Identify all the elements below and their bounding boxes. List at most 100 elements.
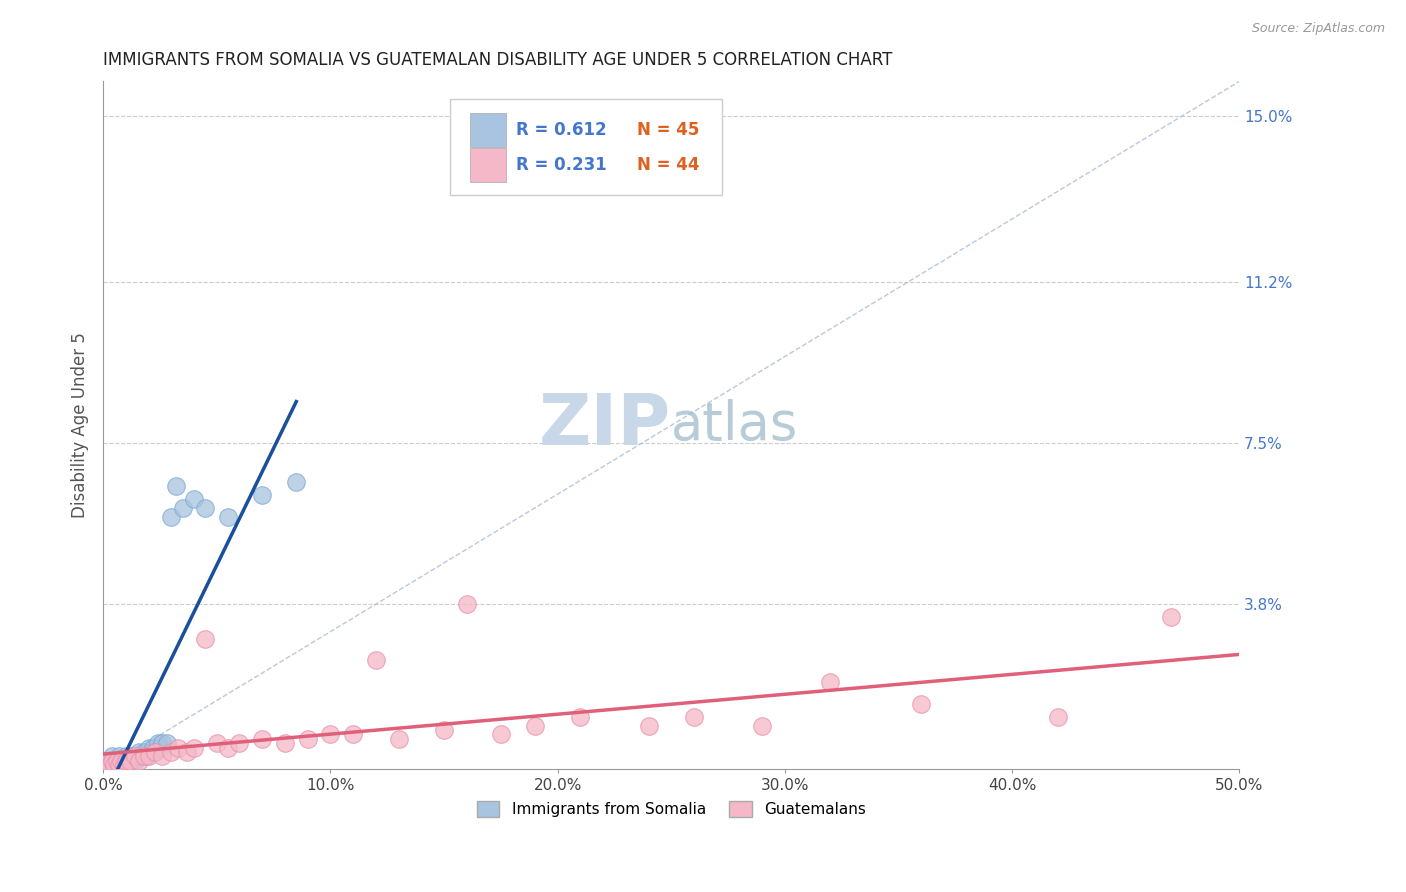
Point: [194, 632, 217, 646]
Point: [105, 754, 128, 768]
Point: [217, 509, 239, 524]
Point: [98, 754, 121, 768]
Point: [115, 754, 138, 768]
Point: [250, 488, 273, 502]
Point: [342, 727, 364, 741]
Point: [250, 731, 273, 746]
Point: [167, 740, 190, 755]
Point: [94, 762, 117, 776]
Point: [160, 509, 183, 524]
Point: [433, 723, 456, 738]
Point: [108, 758, 131, 772]
Point: [145, 745, 167, 759]
Point: [135, 749, 157, 764]
Point: [217, 740, 239, 755]
Y-axis label: Disability Age Under 5: Disability Age Under 5: [72, 333, 89, 518]
Point: [132, 749, 155, 764]
Point: [112, 754, 135, 768]
Point: [103, 754, 125, 768]
Point: [98, 758, 121, 772]
Point: [97, 754, 120, 768]
Point: [637, 719, 659, 733]
Point: [1160, 610, 1182, 624]
FancyBboxPatch shape: [470, 148, 506, 182]
Point: [103, 758, 125, 772]
Point: [194, 501, 217, 516]
Point: [97, 754, 120, 768]
Point: [94, 758, 117, 772]
Point: [150, 736, 173, 750]
Point: [156, 736, 179, 750]
Point: [101, 749, 124, 764]
Point: [319, 727, 342, 741]
Point: [910, 697, 932, 711]
Point: [105, 754, 128, 768]
Point: [108, 749, 131, 764]
Point: [523, 719, 546, 733]
Point: [139, 745, 162, 759]
Point: [820, 675, 842, 690]
Point: [205, 736, 228, 750]
Point: [110, 754, 132, 768]
Point: [101, 754, 124, 768]
Point: [105, 758, 128, 772]
Legend: Immigrants from Somalia, Guatemalans: Immigrants from Somalia, Guatemalans: [471, 796, 872, 823]
Point: [145, 745, 167, 759]
Point: [146, 736, 169, 750]
Point: [228, 736, 250, 750]
Point: [101, 758, 124, 772]
Point: [751, 719, 773, 733]
Point: [124, 754, 146, 768]
Point: [285, 475, 308, 489]
Text: N = 45: N = 45: [637, 121, 700, 139]
Point: [120, 754, 142, 768]
Point: [142, 740, 165, 755]
Point: [387, 731, 409, 746]
Point: [183, 492, 205, 507]
Point: [364, 653, 387, 667]
Point: [108, 758, 131, 772]
Point: [124, 749, 146, 764]
Point: [121, 754, 143, 768]
Point: [117, 754, 139, 768]
Point: [115, 754, 138, 768]
Point: [160, 745, 183, 759]
Point: [172, 501, 194, 516]
Text: Source: ZipAtlas.com: Source: ZipAtlas.com: [1251, 22, 1385, 36]
Point: [138, 749, 160, 764]
Point: [1046, 710, 1069, 724]
FancyBboxPatch shape: [450, 98, 723, 194]
Point: [150, 749, 173, 764]
Point: [110, 758, 132, 772]
Point: [103, 758, 125, 772]
Text: ZIP: ZIP: [538, 391, 671, 459]
Point: [274, 736, 297, 750]
Point: [127, 749, 149, 764]
Point: [120, 749, 142, 764]
Point: [121, 749, 143, 764]
Point: [183, 740, 205, 755]
FancyBboxPatch shape: [470, 113, 506, 147]
Point: [112, 758, 135, 772]
Point: [128, 745, 150, 759]
Point: [132, 745, 155, 759]
Point: [165, 479, 187, 493]
Point: [128, 754, 150, 768]
Text: R = 0.231: R = 0.231: [516, 156, 606, 174]
Point: [297, 731, 319, 746]
Point: [97, 758, 120, 772]
Text: atlas: atlas: [671, 400, 799, 451]
Point: [176, 745, 198, 759]
Text: IMMIGRANTS FROM SOMALIA VS GUATEMALAN DISABILITY AGE UNDER 5 CORRELATION CHART: IMMIGRANTS FROM SOMALIA VS GUATEMALAN DI…: [103, 51, 893, 69]
Point: [138, 740, 160, 755]
Text: N = 44: N = 44: [637, 156, 700, 174]
Text: R = 0.612: R = 0.612: [516, 121, 606, 139]
Point: [149, 740, 172, 755]
Point: [131, 749, 153, 764]
Point: [112, 758, 135, 772]
Point: [683, 710, 706, 724]
Point: [110, 754, 132, 768]
Point: [98, 758, 121, 772]
Point: [456, 597, 478, 611]
Point: [489, 727, 512, 741]
